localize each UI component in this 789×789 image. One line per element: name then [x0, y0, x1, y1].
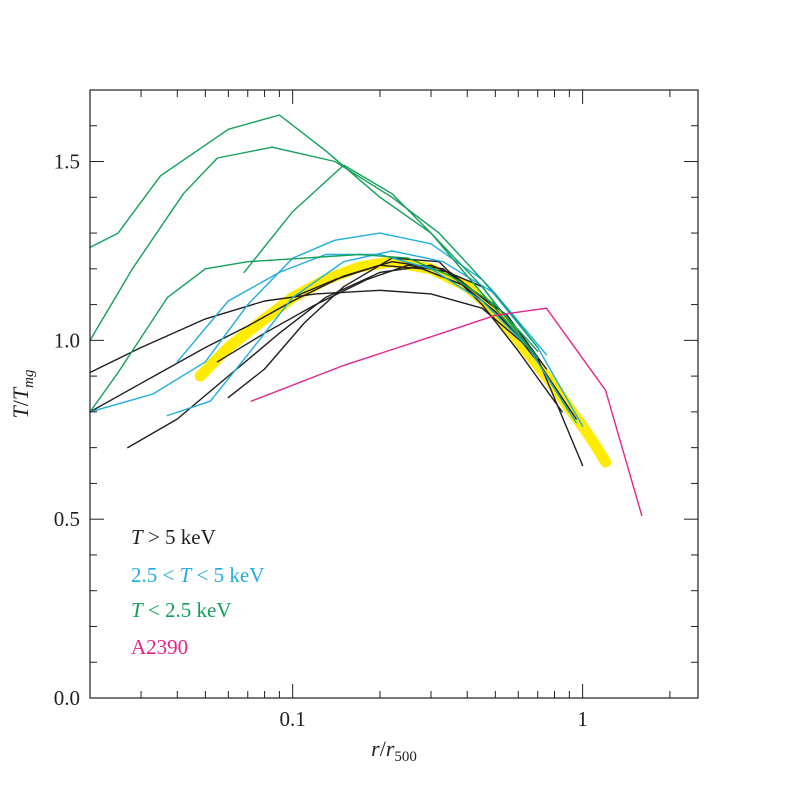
legend-entry-a2390: A2390 [131, 635, 188, 659]
legend-entry-cool: T < 2.5 keV [131, 598, 232, 622]
x-axis-label: r/r500 [371, 736, 417, 765]
y-tick-label-0.0: 0.0 [54, 686, 80, 710]
y-tick-label-1.5: 1.5 [54, 150, 80, 174]
series-line-hot-5 [216, 264, 570, 413]
series-line-mid-1 [89, 232, 584, 427]
y-tick-label-1.0: 1.0 [54, 328, 80, 352]
tick-layer [89, 89, 698, 699]
series-line-a2390-1 [250, 307, 643, 517]
series-line-hot-2 [89, 261, 539, 413]
y-tick-label-0.5: 0.5 [54, 507, 80, 531]
x-tick-label-1: 1 [577, 707, 588, 731]
series-line-cool-3 [89, 253, 539, 413]
x-tick-label-0.1: 0.1 [280, 707, 306, 731]
legend: T > 5 keV 2.5 < T < 5 keV T < 2.5 keV A2… [131, 525, 264, 659]
series-line-cool-1 [89, 114, 539, 359]
y-axis-label: T/Tmg [8, 369, 37, 418]
label-layer: 0.1 1 0.0 0.5 1.0 1.5 [54, 150, 588, 731]
series-layer [89, 114, 643, 517]
series-line-hot-1 [89, 289, 577, 420]
series-line-mid-2 [176, 253, 577, 424]
series-line-cool-2 [89, 146, 539, 349]
plot-frame [89, 89, 699, 699]
legend-entry-mid: 2.5 < T < 5 keV [131, 563, 264, 587]
series-line-hot-6 [292, 264, 548, 370]
legend-entry-hot: T > 5 keV [131, 525, 216, 549]
